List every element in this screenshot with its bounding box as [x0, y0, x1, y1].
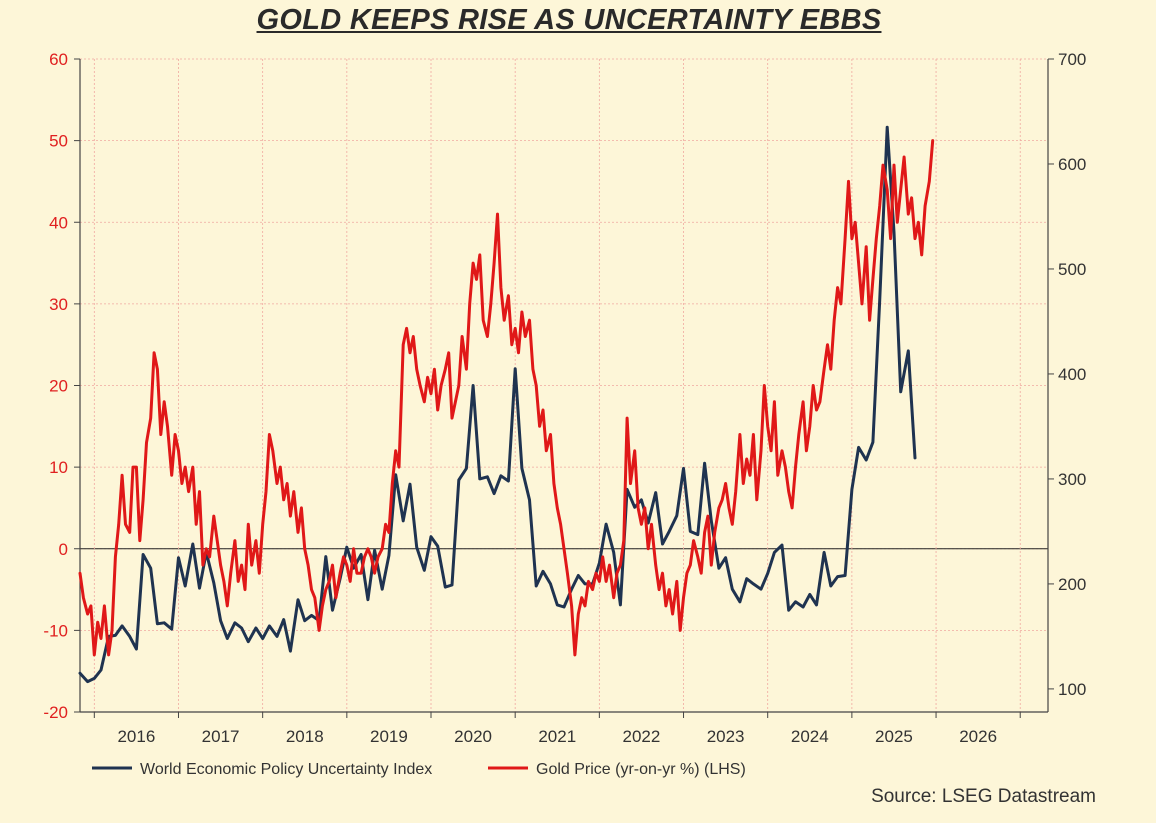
series-line-uncertainty-index [78, 125, 917, 684]
right-tick-label: 500 [1058, 260, 1086, 279]
right-tick-label: 300 [1058, 470, 1086, 489]
left-tick-label: -10 [43, 621, 68, 640]
left-tick-label: 40 [49, 213, 68, 232]
x-tick-label: 2026 [959, 727, 997, 746]
x-tick-label: 2016 [117, 727, 155, 746]
right-tick-label: 700 [1058, 50, 1086, 69]
x-tick-label: 2022 [623, 727, 661, 746]
x-tick-label: 2019 [370, 727, 408, 746]
left-tick-label: 20 [49, 377, 68, 396]
legend-label: World Economic Policy Uncertainty Index [140, 761, 432, 778]
right-tick-label: 100 [1058, 680, 1086, 699]
left-tick-label: 60 [49, 50, 68, 69]
x-tick-label: 2025 [875, 727, 913, 746]
left-tick-label: 0 [59, 540, 68, 559]
x-tick-label: 2024 [791, 727, 829, 746]
x-tick-label: 2018 [286, 727, 324, 746]
x-tick-label: 2017 [202, 727, 240, 746]
x-tick-label: 2021 [538, 727, 576, 746]
source-note: Source: LSEG Datastream [871, 786, 1096, 807]
x-tick-label: 2020 [454, 727, 492, 746]
left-tick-label: 30 [49, 295, 68, 314]
x-tick-label: 2023 [707, 727, 745, 746]
right-tick-label: 200 [1058, 575, 1086, 594]
right-tick-label: 600 [1058, 155, 1086, 174]
chart-title: GOLD KEEPS RISE AS UNCERTAINTY EBBS [256, 4, 882, 36]
legend-label: Gold Price (yr-on-yr %) (LHS) [536, 761, 746, 778]
right-tick-label: 400 [1058, 365, 1086, 384]
left-tick-label: -20 [43, 703, 68, 722]
left-tick-label: 10 [49, 458, 68, 477]
series-line-gold-price [78, 139, 935, 657]
left-tick-label: 50 [49, 132, 68, 151]
